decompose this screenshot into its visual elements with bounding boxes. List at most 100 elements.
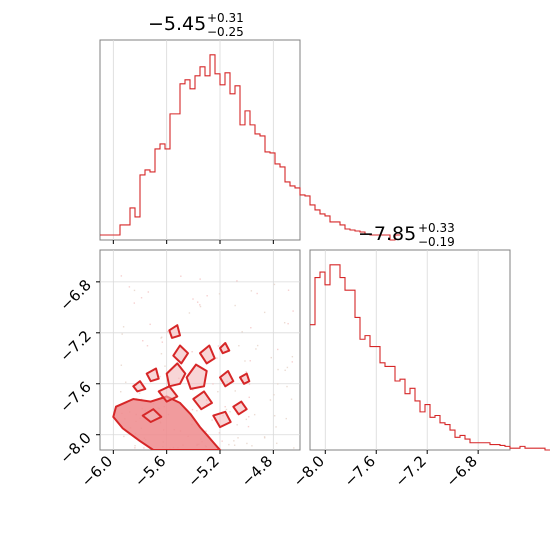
joint-sample-point xyxy=(236,280,238,282)
joint-sample-point xyxy=(225,408,228,411)
joint-sample-point xyxy=(206,295,208,297)
joint-contour-loop xyxy=(192,390,213,411)
joint-sample-point xyxy=(255,348,257,350)
joint-sample-point xyxy=(192,389,194,391)
joint-sample-point xyxy=(263,436,266,438)
joint-sample-point xyxy=(234,304,236,307)
joint-sample-point xyxy=(276,442,278,445)
joint-sample-point xyxy=(123,435,125,438)
joint-sample-point xyxy=(244,360,246,362)
joint-sample-point xyxy=(188,312,191,314)
marginal-y-tick-label: −7.2 xyxy=(392,452,430,490)
joint-sample-point xyxy=(245,371,247,373)
joint-sample-point xyxy=(161,336,163,338)
joint-sample-point xyxy=(251,445,253,447)
joint-contour-loop xyxy=(168,324,181,339)
joint-sample-point xyxy=(291,361,293,363)
joint-sample-point xyxy=(121,333,123,335)
joint-sample-point xyxy=(120,364,123,366)
joint-sample-point xyxy=(128,286,131,288)
joint-sample-point xyxy=(180,275,182,277)
joint-sample-point xyxy=(273,415,276,417)
joint-sample-point xyxy=(147,291,150,293)
joint-sample-point xyxy=(248,383,251,385)
joint-sample-point xyxy=(292,310,294,312)
joint-sample-point xyxy=(273,283,276,286)
joint-sample-point xyxy=(134,447,136,449)
marginal-x-title-minus: −0.25 xyxy=(207,25,244,39)
joint-sample-point xyxy=(253,413,256,416)
joint-sample-point xyxy=(211,419,213,421)
joint-sample-point xyxy=(273,394,275,396)
joint-contour-loop xyxy=(132,380,147,393)
joint-contour-loop xyxy=(232,400,248,416)
joint-core-region xyxy=(112,395,222,450)
joint-sample-point xyxy=(120,275,123,277)
joint-sample-point xyxy=(218,293,221,295)
joint-sample-point xyxy=(218,432,221,434)
joint-sample-point xyxy=(249,360,251,362)
joint-sample-point xyxy=(284,369,286,372)
joint-sample-point xyxy=(146,345,149,347)
joint-x-tick-label: −6.0 xyxy=(78,452,116,490)
joint-sample-point xyxy=(199,278,201,280)
joint-sample-point xyxy=(236,424,238,426)
joint-sample-point xyxy=(199,305,202,308)
joint-sample-point xyxy=(216,357,218,359)
joint-sample-point xyxy=(134,445,136,447)
marginal-y-frame xyxy=(309,249,511,451)
joint-sample-point xyxy=(138,392,141,395)
marginal-y-tick-label: −8.0 xyxy=(290,452,328,490)
joint-y-tick-label: −7.6 xyxy=(56,378,94,416)
joint-sample-point xyxy=(290,398,293,400)
joint-sample-point xyxy=(149,323,151,326)
joint-contours xyxy=(112,324,251,450)
joint-sample-point xyxy=(191,408,194,411)
joint-sample-point xyxy=(224,405,226,408)
joint-sample-point xyxy=(277,383,279,385)
joint-sample-point xyxy=(229,411,231,413)
joint-sample-point xyxy=(234,390,236,392)
marginal-y-gridlines xyxy=(324,250,479,450)
joint-sample-point xyxy=(160,337,162,339)
joint-sample-point xyxy=(164,365,166,367)
joint-y-tick-label: −7.2 xyxy=(56,327,94,365)
joint-sample-point xyxy=(140,297,143,299)
joint-contour-loop xyxy=(185,363,208,390)
joint-contour-loop xyxy=(219,370,235,388)
joint-sample-point xyxy=(250,327,252,329)
joint-sample-point xyxy=(269,399,272,401)
marginal-y-ticks: −8.0 −7.6 −7.2 −6.8 xyxy=(290,450,481,491)
joint-sample-point xyxy=(285,417,287,420)
joint-sample-point xyxy=(241,331,243,333)
marginal-y-tick-label: −7.6 xyxy=(341,452,379,490)
joint-contour-loop xyxy=(145,367,160,383)
joint-sample-point xyxy=(277,368,279,371)
joint-sample-point xyxy=(221,440,223,442)
joint-sample-point xyxy=(133,302,136,304)
joint-sample-point xyxy=(247,425,250,428)
joint-sample-point xyxy=(286,366,289,369)
joint-sample-point xyxy=(217,345,220,347)
joint-x-tick-label: −5.2 xyxy=(184,452,222,490)
joint-contour-loop xyxy=(199,344,216,365)
joint-contour-loop xyxy=(165,362,187,388)
joint-sample-point xyxy=(160,353,163,355)
joint-sample-point xyxy=(283,322,286,324)
joint-sample-point xyxy=(142,340,144,342)
joint-sample-point xyxy=(192,298,194,300)
joint-contour-loop xyxy=(172,344,189,365)
joint-sample-point xyxy=(237,437,239,439)
joint-sample-point xyxy=(287,322,289,325)
joint-sample-point xyxy=(263,437,266,439)
joint-sample-point xyxy=(217,391,219,393)
joint-sample-point xyxy=(270,356,272,359)
joint-sample-point xyxy=(228,443,230,446)
joint-contour-loop xyxy=(212,410,232,429)
joint-y-tick-label: −6.8 xyxy=(56,276,94,314)
joint-sample-point xyxy=(120,391,122,393)
joint-sample-point xyxy=(248,396,250,399)
joint-sample-point xyxy=(205,430,207,432)
joint-contour-loop xyxy=(157,385,179,403)
